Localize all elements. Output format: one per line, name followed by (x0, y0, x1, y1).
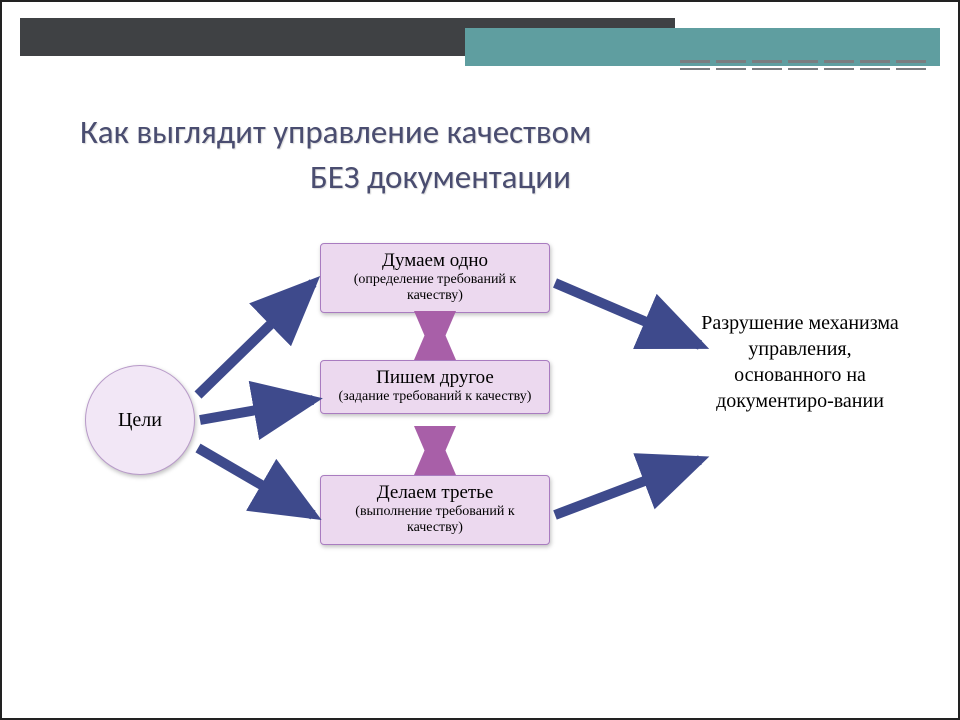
header-dashes-2 (680, 68, 926, 70)
node-goals-label: Цели (118, 409, 162, 432)
title-line-1: Как выглядит управление качеством (80, 112, 591, 152)
node-think-title: Думаем одно (329, 250, 541, 272)
slide-title: Как выглядит управление качеством БЕЗ до… (80, 110, 880, 199)
node-write-sub: (задание требований к качеству) (329, 389, 541, 405)
title-line-2: БЕЗ документации (80, 155, 880, 200)
result-text-content: Разрушение механизма управления, основан… (701, 312, 899, 412)
node-write-title: Пишем другое (329, 367, 541, 389)
node-do: Делаем третье (выполнение требований к к… (320, 475, 550, 545)
node-do-title: Делаем третье (329, 482, 541, 504)
node-do-sub: (выполнение требований к качеству) (329, 504, 541, 536)
result-text: Разрушение механизма управления, основан… (700, 310, 900, 414)
node-write: Пишем другое (задание требований к качес… (320, 360, 550, 414)
node-think-sub: (определение требований к качеству) (329, 272, 541, 304)
header-dashes-1 (680, 60, 926, 63)
node-goals: Цели (85, 365, 195, 475)
node-think: Думаем одно (определение требований к ка… (320, 243, 550, 313)
